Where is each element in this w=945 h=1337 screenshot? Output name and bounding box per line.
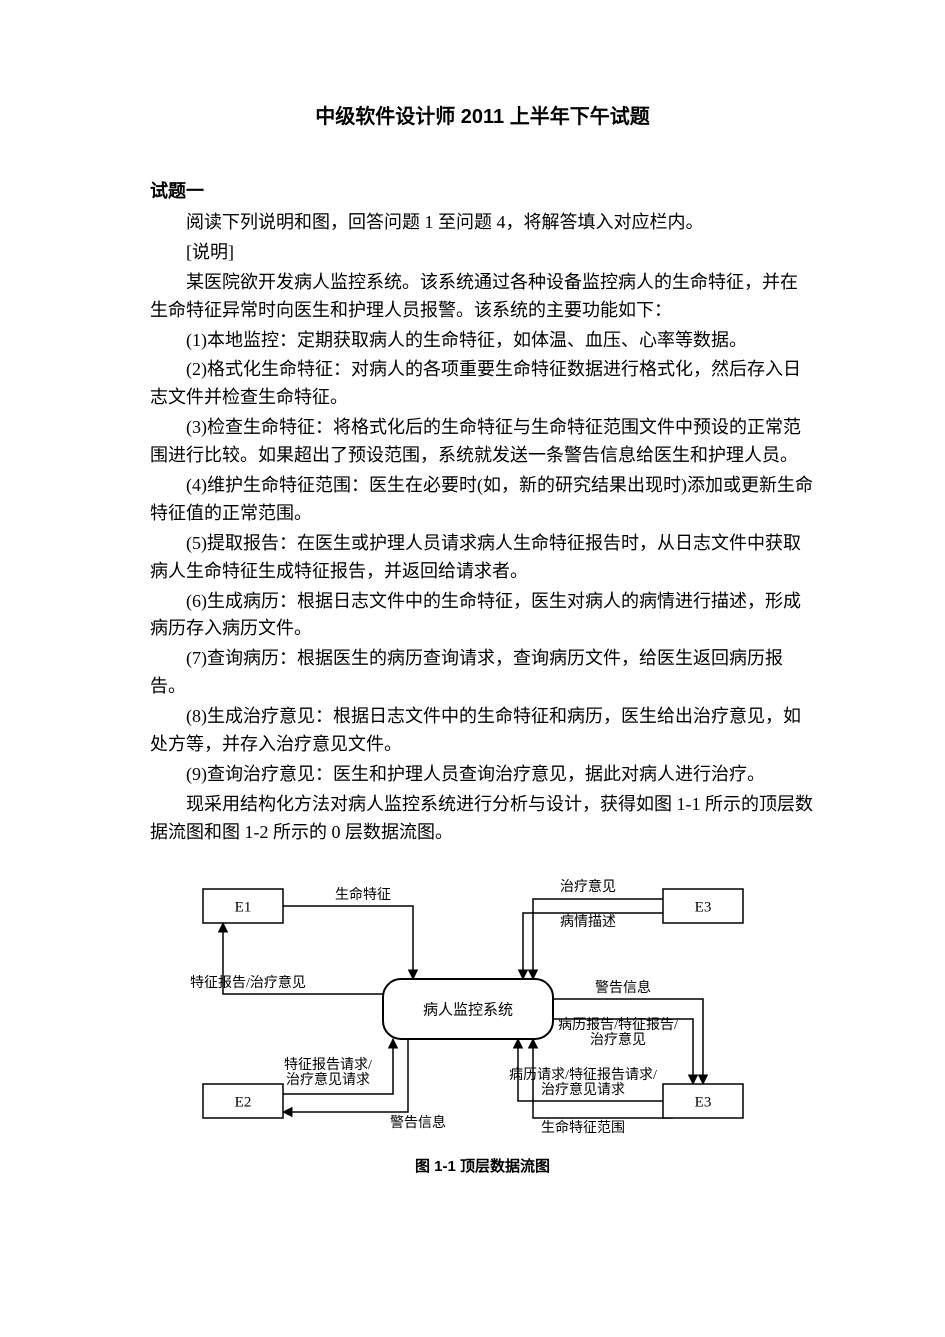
edge-label: 病历报告/特征报告/治疗意见 bbox=[558, 1017, 678, 1048]
paragraph: (5)提取报告：在医生或护理人员请求病人生命特征报告时，从日志文件中获取病人生命… bbox=[150, 530, 815, 586]
edge-label: 警告信息 bbox=[390, 1114, 446, 1131]
paragraph: (9)查询治疗意见：医生和护理人员查询治疗意见，据此对病人进行治疗。 bbox=[150, 761, 815, 789]
node-label: E3 bbox=[694, 899, 711, 915]
body-text: 阅读下列说明和图，回答问题 1 至问题 4，将解答填入对应栏内。[说明]某医院欲… bbox=[150, 209, 815, 847]
paragraph: 某医院欲开发病人监控系统。该系统通过各种设备监控病人的生命特征，并在生命特征异常… bbox=[150, 269, 815, 325]
edge-label: 病情描述 bbox=[560, 914, 616, 930]
paragraph: [说明] bbox=[150, 239, 815, 267]
paragraph: (6)生成病历：根据日志文件中的生命特征，医生对病人的病情进行描述，形成病历存入… bbox=[150, 588, 815, 644]
edge-label: 特征报告请求/治疗意见请求 bbox=[284, 1057, 372, 1088]
edge-label: 特征报告/治疗意见 bbox=[190, 974, 306, 991]
edge-label: 生命特征范围 bbox=[541, 1119, 625, 1136]
node-label: E1 bbox=[234, 899, 251, 915]
flow-edge bbox=[533, 899, 663, 979]
edge-label: 生命特征 bbox=[335, 886, 391, 903]
paragraph: 阅读下列说明和图，回答问题 1 至问题 4，将解答填入对应栏内。 bbox=[150, 209, 815, 237]
node-label: E2 bbox=[234, 1094, 251, 1110]
paragraph: (8)生成治疗意见：根据日志文件中的生命特征和病历，医生给出治疗意见，如处方等，… bbox=[150, 703, 815, 759]
flow-edge bbox=[283, 906, 413, 979]
edge-label: 治疗意见 bbox=[560, 878, 616, 895]
edge-label: 警告信息 bbox=[595, 979, 651, 996]
paragraph: (3)检查生命特征：将格式化后的生命特征与生命特征范围文件中预设的正常范围进行比… bbox=[150, 414, 815, 470]
paragraph: (2)格式化生命特征：对病人的各项重要生命特征数据进行格式化，然后存入日志文件并… bbox=[150, 356, 815, 412]
page-title: 中级软件设计师 2011 上半年下午试题 bbox=[150, 100, 815, 129]
section-heading: 试题一 bbox=[150, 177, 815, 203]
figure-caption: 图 1-1 顶层数据流图 bbox=[150, 1155, 815, 1176]
node-label: E3 bbox=[694, 1094, 711, 1110]
dfd-diagram: 生命特征治疗意见病情描述特征报告/治疗意见特征报告请求/治疗意见请求警告信息警告… bbox=[163, 869, 803, 1149]
paragraph: (7)查询病历：根据医生的病历查询请求，查询病历文件，给医生返回病历报告。 bbox=[150, 645, 815, 701]
paragraph: (4)维护生命特征范围：医生在必要时(如，新的研究结果出现时)添加或更新生命特征… bbox=[150, 472, 815, 528]
edge-label: 病历请求/特征报告请求/治疗意见请求 bbox=[509, 1067, 657, 1098]
figure-1-1: 生命特征治疗意见病情描述特征报告/治疗意见特征报告请求/治疗意见请求警告信息警告… bbox=[150, 869, 815, 1176]
node-label: 病人监控系统 bbox=[422, 1001, 512, 1018]
paragraph: 现采用结构化方法对病人监控系统进行分析与设计，获得如图 1-1 所示的顶层数据流… bbox=[150, 791, 815, 847]
paragraph: (1)本地监控：定期获取病人的生命特征，如体温、血压、心率等数据。 bbox=[150, 327, 815, 355]
